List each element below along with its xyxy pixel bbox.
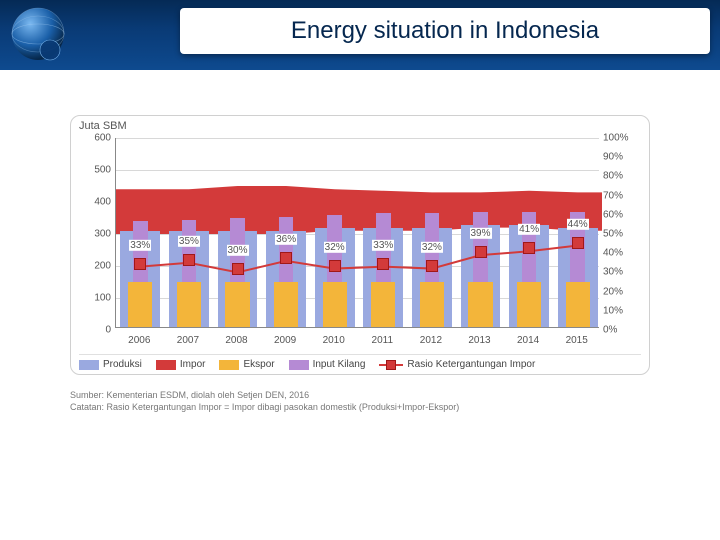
y-right-tick: 10% — [603, 305, 641, 316]
y-left-tick: 500 — [79, 165, 111, 176]
rasio-marker — [572, 237, 584, 249]
legend-item: Produksi — [79, 359, 142, 370]
x-tick: 2011 — [372, 335, 394, 346]
x-tick: 2006 — [128, 335, 150, 346]
rasio-marker — [377, 258, 389, 270]
rasio-value-label: 32% — [421, 241, 443, 252]
legend-item: Input Kilang — [289, 359, 366, 370]
chart-legend: Produksi Impor Ekspor Input Kilang Rasio Ket… — [79, 354, 641, 370]
slide-header: Energy situation in Indonesia — [0, 0, 720, 70]
rasio-value-label: 33% — [372, 239, 394, 250]
rasio-marker — [426, 260, 438, 272]
title-card: Energy situation in Indonesia — [180, 8, 710, 54]
x-tick: 2015 — [566, 335, 588, 346]
legend-swatch-line — [379, 360, 403, 370]
y-left-tick: 0 — [79, 325, 111, 336]
footnote-note: Catatan: Rasio Ketergantungan Impor = Im… — [70, 402, 459, 414]
x-tick: 2012 — [420, 335, 442, 346]
y-left-tick: 400 — [79, 197, 111, 208]
legend-label: Impor — [180, 359, 206, 370]
footnote-source: Sumber: Kementerian ESDM, diolah oleh Se… — [70, 390, 459, 402]
x-tick: 2010 — [323, 335, 345, 346]
rasio-value-label: 32% — [324, 241, 346, 252]
legend-label: Input Kilang — [313, 359, 366, 370]
rasio-value-label: 36% — [275, 234, 297, 245]
rasio-marker — [475, 246, 487, 258]
y-left-tick: 100 — [79, 293, 111, 304]
rasio-value-label: 35% — [178, 236, 200, 247]
plot-region: 33% 35% 30% 36% 32% 33% 32% 39% 41% 44% — [115, 138, 599, 328]
rasio-value-label: 41% — [518, 224, 540, 235]
y-left-tick: 600 — [79, 133, 111, 144]
legend-item: Ekspor — [219, 359, 274, 370]
legend-swatch — [219, 360, 239, 370]
y-left-tick: 300 — [79, 229, 111, 240]
rasio-marker — [232, 263, 244, 275]
y-right-tick: 90% — [603, 152, 641, 163]
x-tick: 2013 — [468, 335, 490, 346]
y-axis-left-label: Juta SBM — [79, 120, 127, 132]
y-right-tick: 70% — [603, 190, 641, 201]
chart-plot-area: 33% 35% 30% 36% 32% 33% 32% 39% 41% 44% — [115, 138, 599, 328]
legend-label: Ekspor — [243, 359, 274, 370]
legend-swatch — [79, 360, 99, 370]
x-tick: 2009 — [274, 335, 296, 346]
legend-item: Impor — [156, 359, 206, 370]
rasio-marker — [134, 258, 146, 270]
x-tick: 2007 — [177, 335, 199, 346]
legend-swatch — [289, 360, 309, 370]
globe-icon — [10, 6, 66, 62]
chart-footnote: Sumber: Kementerian ESDM, diolah oleh Se… — [70, 390, 459, 413]
legend-label: Rasio Ketergantungan Impor — [407, 359, 535, 370]
y-right-tick: 40% — [603, 248, 641, 259]
rasio-marker — [523, 242, 535, 254]
page-title: Energy situation in Indonesia — [291, 17, 599, 45]
legend-label: Produksi — [103, 359, 142, 370]
legend-item: Rasio Ketergantungan Impor — [379, 359, 535, 370]
y-left-tick: 200 — [79, 261, 111, 272]
rasio-value-label: 30% — [226, 245, 248, 256]
rasio-value-label: 33% — [129, 239, 151, 250]
y-right-tick: 20% — [603, 286, 641, 297]
rasio-marker — [183, 254, 195, 266]
legend-swatch — [156, 360, 176, 370]
y-right-tick: 60% — [603, 209, 641, 220]
y-right-tick: 50% — [603, 229, 641, 240]
rasio-value-label: 39% — [469, 228, 491, 239]
y-right-tick: 30% — [603, 267, 641, 278]
y-right-tick: 100% — [603, 133, 641, 144]
rasio-value-label: 44% — [567, 218, 589, 229]
y-right-tick: 80% — [603, 171, 641, 182]
x-tick: 2014 — [517, 335, 539, 346]
y-right-tick: 0% — [603, 325, 641, 336]
chart-card: Juta SBM 33%35%30%36%32%33%32%39%41%44% … — [70, 115, 650, 375]
x-tick: 2008 — [225, 335, 247, 346]
rasio-marker — [280, 252, 292, 264]
rasio-marker — [329, 260, 341, 272]
